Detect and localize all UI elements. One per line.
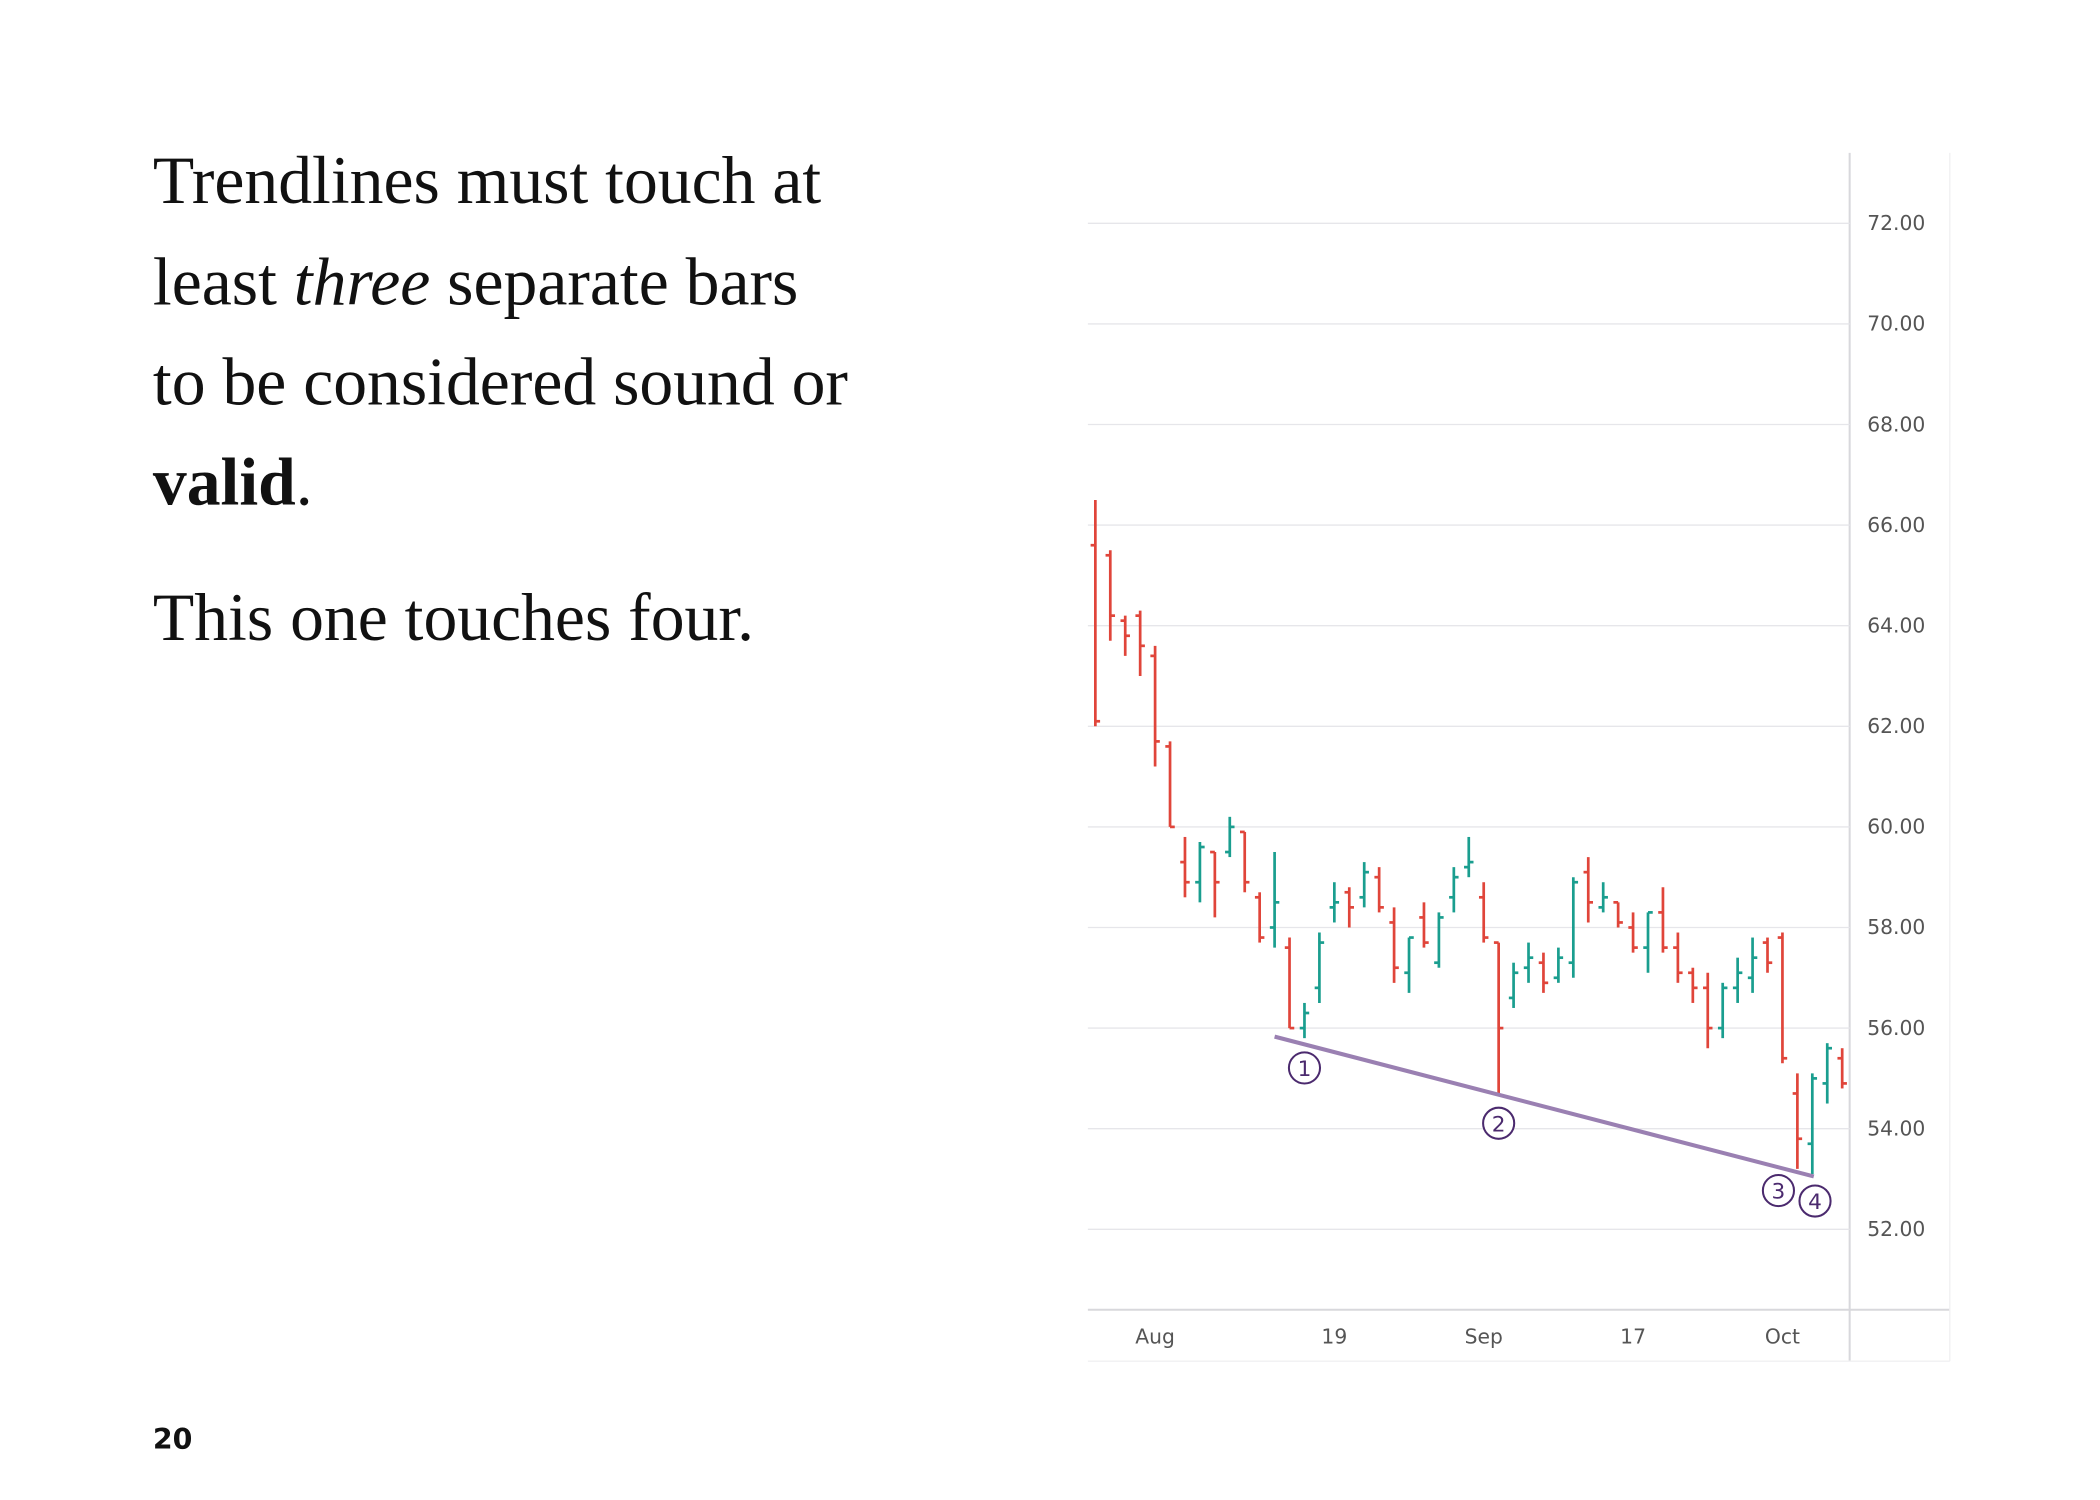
- y-tick-label: 68.00: [1867, 412, 1925, 436]
- y-tick-label: 66.00: [1867, 513, 1925, 537]
- text: to be considered sound or: [153, 345, 848, 420]
- text: least: [153, 244, 294, 319]
- chart: 52.00 54.00 56.00 58.00 60.00 62.00 64.00 66.00…: [1087, 152, 1951, 1362]
- annotation-marker: [1287, 1051, 1322, 1085]
- page-number: 20: [153, 1423, 193, 1456]
- annotation-label: 1: [1298, 1057, 1312, 1082]
- annotation-label: 4: [1808, 1190, 1822, 1215]
- y-tick-label: 54.00: [1867, 1116, 1925, 1140]
- y-tick-label: 60.00: [1867, 815, 1925, 839]
- x-tick-label: 17: [1620, 1325, 1646, 1349]
- text: .: [296, 445, 313, 520]
- paragraph-line: to be considered sound or: [153, 345, 848, 420]
- y-tick-label: 56.00: [1867, 1016, 1925, 1040]
- annotation-label: 2: [1492, 1112, 1506, 1137]
- y-tick-label: 72.00: [1867, 211, 1925, 235]
- paragraph: This one touches four.: [153, 580, 754, 655]
- x-tick-label: Oct: [1765, 1325, 1800, 1349]
- trendline: [1274, 1034, 1815, 1179]
- annotation-marker: [1482, 1106, 1516, 1140]
- y-tick-label: 64.00: [1867, 613, 1925, 637]
- paragraph-line: valid.: [153, 445, 313, 520]
- strong: valid: [153, 445, 296, 520]
- annotation-label: 3: [1772, 1180, 1786, 1205]
- y-tick-label: 52.00: [1867, 1217, 1925, 1241]
- y-tick-label: 62.00: [1867, 714, 1925, 738]
- x-tick-label: 19: [1321, 1325, 1347, 1349]
- y-tick-label: 70.00: [1867, 312, 1925, 336]
- y-tick-label: 58.00: [1867, 915, 1925, 939]
- annotation-marker: [1761, 1173, 1796, 1208]
- text: separate bars: [430, 244, 798, 319]
- paragraph-line: Trendlines must touch at: [153, 143, 821, 218]
- text: Trendlines must touch at: [153, 143, 821, 218]
- x-tick-label: Sep: [1465, 1325, 1503, 1349]
- emphasis: three: [294, 244, 430, 319]
- paragraph-line: least three separate bars: [153, 244, 798, 319]
- annotation-marker: [1798, 1184, 1832, 1218]
- x-tick-label: Aug: [1135, 1325, 1175, 1349]
